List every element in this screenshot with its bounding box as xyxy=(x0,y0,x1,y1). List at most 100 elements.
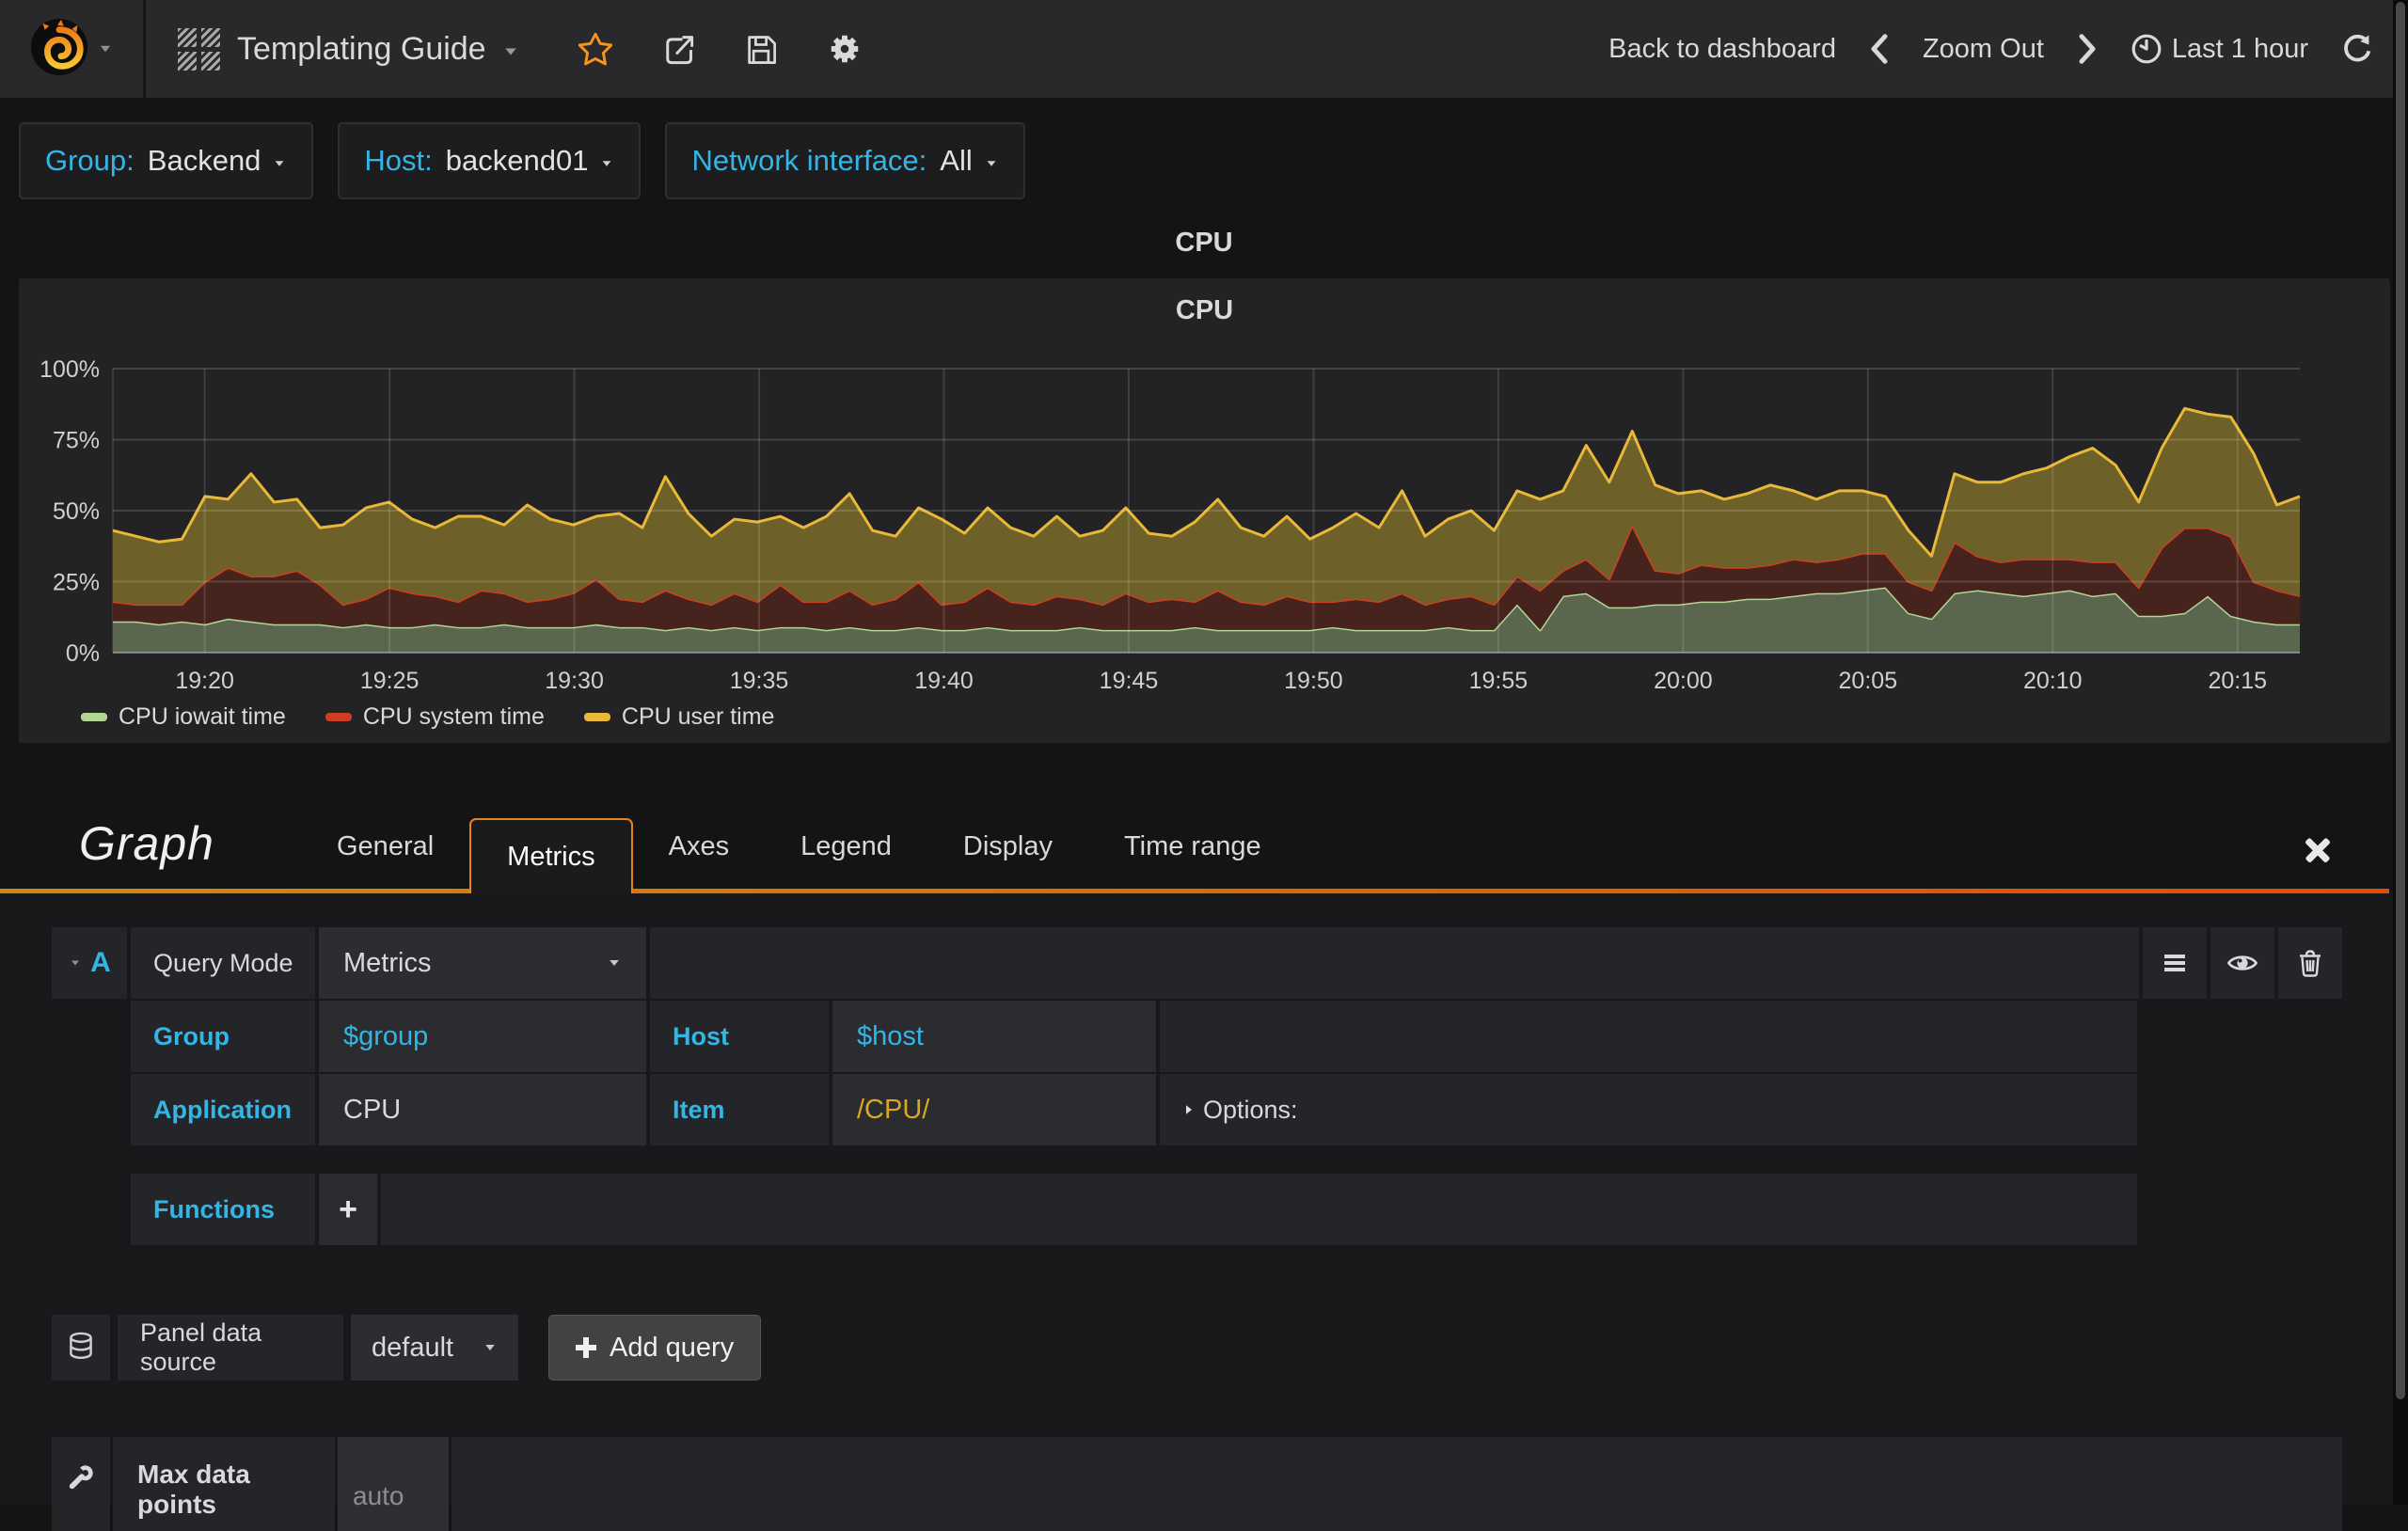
legend-swatch-icon xyxy=(325,713,352,721)
dashboard-row-title[interactable]: CPU xyxy=(1175,228,1233,258)
datasource-select[interactable]: default xyxy=(351,1315,518,1381)
variable-netif-value: All xyxy=(940,144,973,177)
item-input[interactable]: /CPU/ xyxy=(832,1074,1156,1145)
share-icon xyxy=(665,36,693,65)
legend-label: CPU system time xyxy=(362,703,545,730)
variable-host-value: backend01 xyxy=(445,144,589,177)
query-delete-button[interactable] xyxy=(2278,927,2342,999)
datasource-label: Panel data source xyxy=(118,1315,343,1381)
collapse-caret-icon xyxy=(71,960,80,966)
clock-icon xyxy=(2131,34,2162,64)
application-input[interactable]: CPU xyxy=(319,1074,646,1145)
max-data-points-input[interactable] xyxy=(338,1437,449,1531)
save-button[interactable] xyxy=(744,32,778,66)
template-variables: Group: Backend Host: backend01 Network i… xyxy=(19,122,1025,199)
variable-caret-icon xyxy=(276,161,284,166)
variable-caret-icon xyxy=(603,161,611,166)
navbar: Templating Guide xyxy=(0,0,2408,98)
refresh-button[interactable] xyxy=(2340,32,2374,66)
select-caret-icon xyxy=(610,960,619,966)
query-toggle-visibility-button[interactable] xyxy=(2210,927,2274,999)
svg-text:19:45: 19:45 xyxy=(1100,668,1159,694)
tab-time-range[interactable]: Time range xyxy=(1123,830,1261,861)
star-button[interactable] xyxy=(578,32,612,66)
legend-label: CPU iowait time xyxy=(119,703,286,730)
grafana-logo[interactable] xyxy=(0,0,143,98)
functions-label: Functions xyxy=(131,1174,315,1245)
variable-host-label: Host: xyxy=(364,144,433,177)
options-label: Options: xyxy=(1203,1095,1298,1124)
item-label: Item xyxy=(650,1074,829,1145)
time-picker-button[interactable]: Last 1 hour xyxy=(2131,33,2308,65)
svg-text:20:05: 20:05 xyxy=(1839,668,1898,694)
query-menu-button[interactable] xyxy=(2143,927,2207,999)
tab-axes[interactable]: Axes xyxy=(668,830,730,861)
editor-tabs: General Metrics Axes Legend Display Time… xyxy=(301,799,1297,893)
legend-item[interactable]: CPU user time xyxy=(583,703,774,731)
query-collapse-toggle[interactable]: A xyxy=(52,927,127,999)
grafana-logo-icon xyxy=(30,18,88,81)
navbar-actions xyxy=(578,31,863,67)
page-scrollbar-track[interactable] xyxy=(2393,0,2408,1505)
query-mode-value: Metrics xyxy=(343,947,432,978)
svg-text:75%: 75% xyxy=(53,428,100,454)
add-query-button[interactable]: Add query xyxy=(548,1315,762,1381)
query-mode-label: Query Mode xyxy=(131,927,315,999)
select-caret-icon xyxy=(485,1345,495,1350)
zoom-out-right-button[interactable] xyxy=(2076,33,2099,65)
tab-display[interactable]: Display xyxy=(962,830,1053,861)
options-toggle[interactable]: Options: xyxy=(1160,1074,2137,1145)
share-button[interactable] xyxy=(661,32,695,66)
cpu-chart[interactable]: 0% 25% 50% 75% 100% 19:20 19:25 19:30 19:35 19:40… xyxy=(19,331,2390,703)
variable-netif-label: Network interface: xyxy=(691,144,927,177)
datasource-value: default xyxy=(372,1332,454,1363)
chevron-left-icon xyxy=(1871,34,1888,64)
tabs-underline xyxy=(0,889,2389,893)
svg-text:0%: 0% xyxy=(66,640,100,667)
svg-text:19:40: 19:40 xyxy=(914,668,974,694)
menu-icon xyxy=(2164,955,2185,971)
variable-netif[interactable]: Network interface: All xyxy=(665,122,1025,199)
legend-item[interactable]: CPU iowait time xyxy=(81,703,286,731)
host-input[interactable]: $host xyxy=(832,1001,1156,1072)
zoom-out-left-button[interactable] xyxy=(1868,33,1891,65)
svg-text:20:15: 20:15 xyxy=(2208,668,2267,694)
group-label: Group xyxy=(131,1001,315,1072)
svg-text:100%: 100% xyxy=(40,356,100,383)
legend-swatch-icon xyxy=(583,713,610,721)
chevron-right-icon xyxy=(2079,34,2096,64)
settings-button[interactable] xyxy=(827,31,863,67)
eye-icon xyxy=(2226,955,2258,971)
variable-caret-icon xyxy=(987,161,996,166)
svg-text:19:35: 19:35 xyxy=(730,668,789,694)
zoom-out-button[interactable]: Zoom Out xyxy=(1922,33,2044,64)
svg-text:20:00: 20:00 xyxy=(1654,668,1713,694)
svg-text:50%: 50% xyxy=(53,498,100,525)
legend-item[interactable]: CPU system time xyxy=(325,703,545,731)
add-function-button[interactable]: + xyxy=(319,1174,377,1245)
dashboard-title-menu[interactable]: Templating Guide xyxy=(146,0,550,98)
add-query-label: Add query xyxy=(610,1332,735,1363)
tab-metrics[interactable]: Metrics xyxy=(469,818,633,893)
panel-title[interactable]: CPU xyxy=(1175,295,1234,325)
variable-group[interactable]: Group: Backend xyxy=(19,122,314,199)
query-row-group-host: Group $group Host $host xyxy=(131,1001,2137,1072)
tab-general[interactable]: General xyxy=(337,830,435,861)
host-label: Host xyxy=(650,1001,829,1072)
save-icon xyxy=(747,36,776,64)
dashboard-caret-icon xyxy=(505,48,516,55)
variable-host[interactable]: Host: backend01 xyxy=(338,122,642,199)
navbar-divider xyxy=(143,0,146,98)
back-to-dashboard-button[interactable]: Back to dashboard xyxy=(1608,33,1836,64)
close-editor-button[interactable] xyxy=(2301,833,2335,867)
page-scrollbar-thumb[interactable] xyxy=(2396,2,2405,1399)
query-row-a: A Query Mode Metrics xyxy=(52,927,2342,999)
time-range-label: Last 1 hour xyxy=(2171,33,2308,64)
logo-caret-icon xyxy=(100,45,111,53)
query-mode-select[interactable]: Metrics xyxy=(319,927,646,999)
datasource-icon-cell xyxy=(52,1315,110,1381)
variable-group-value: Backend xyxy=(147,144,261,177)
navbar-right: Back to dashboard Zoom Out Last 1 hour xyxy=(1608,32,2374,66)
tab-legend[interactable]: Legend xyxy=(800,830,892,861)
group-input[interactable]: $group xyxy=(319,1001,646,1072)
